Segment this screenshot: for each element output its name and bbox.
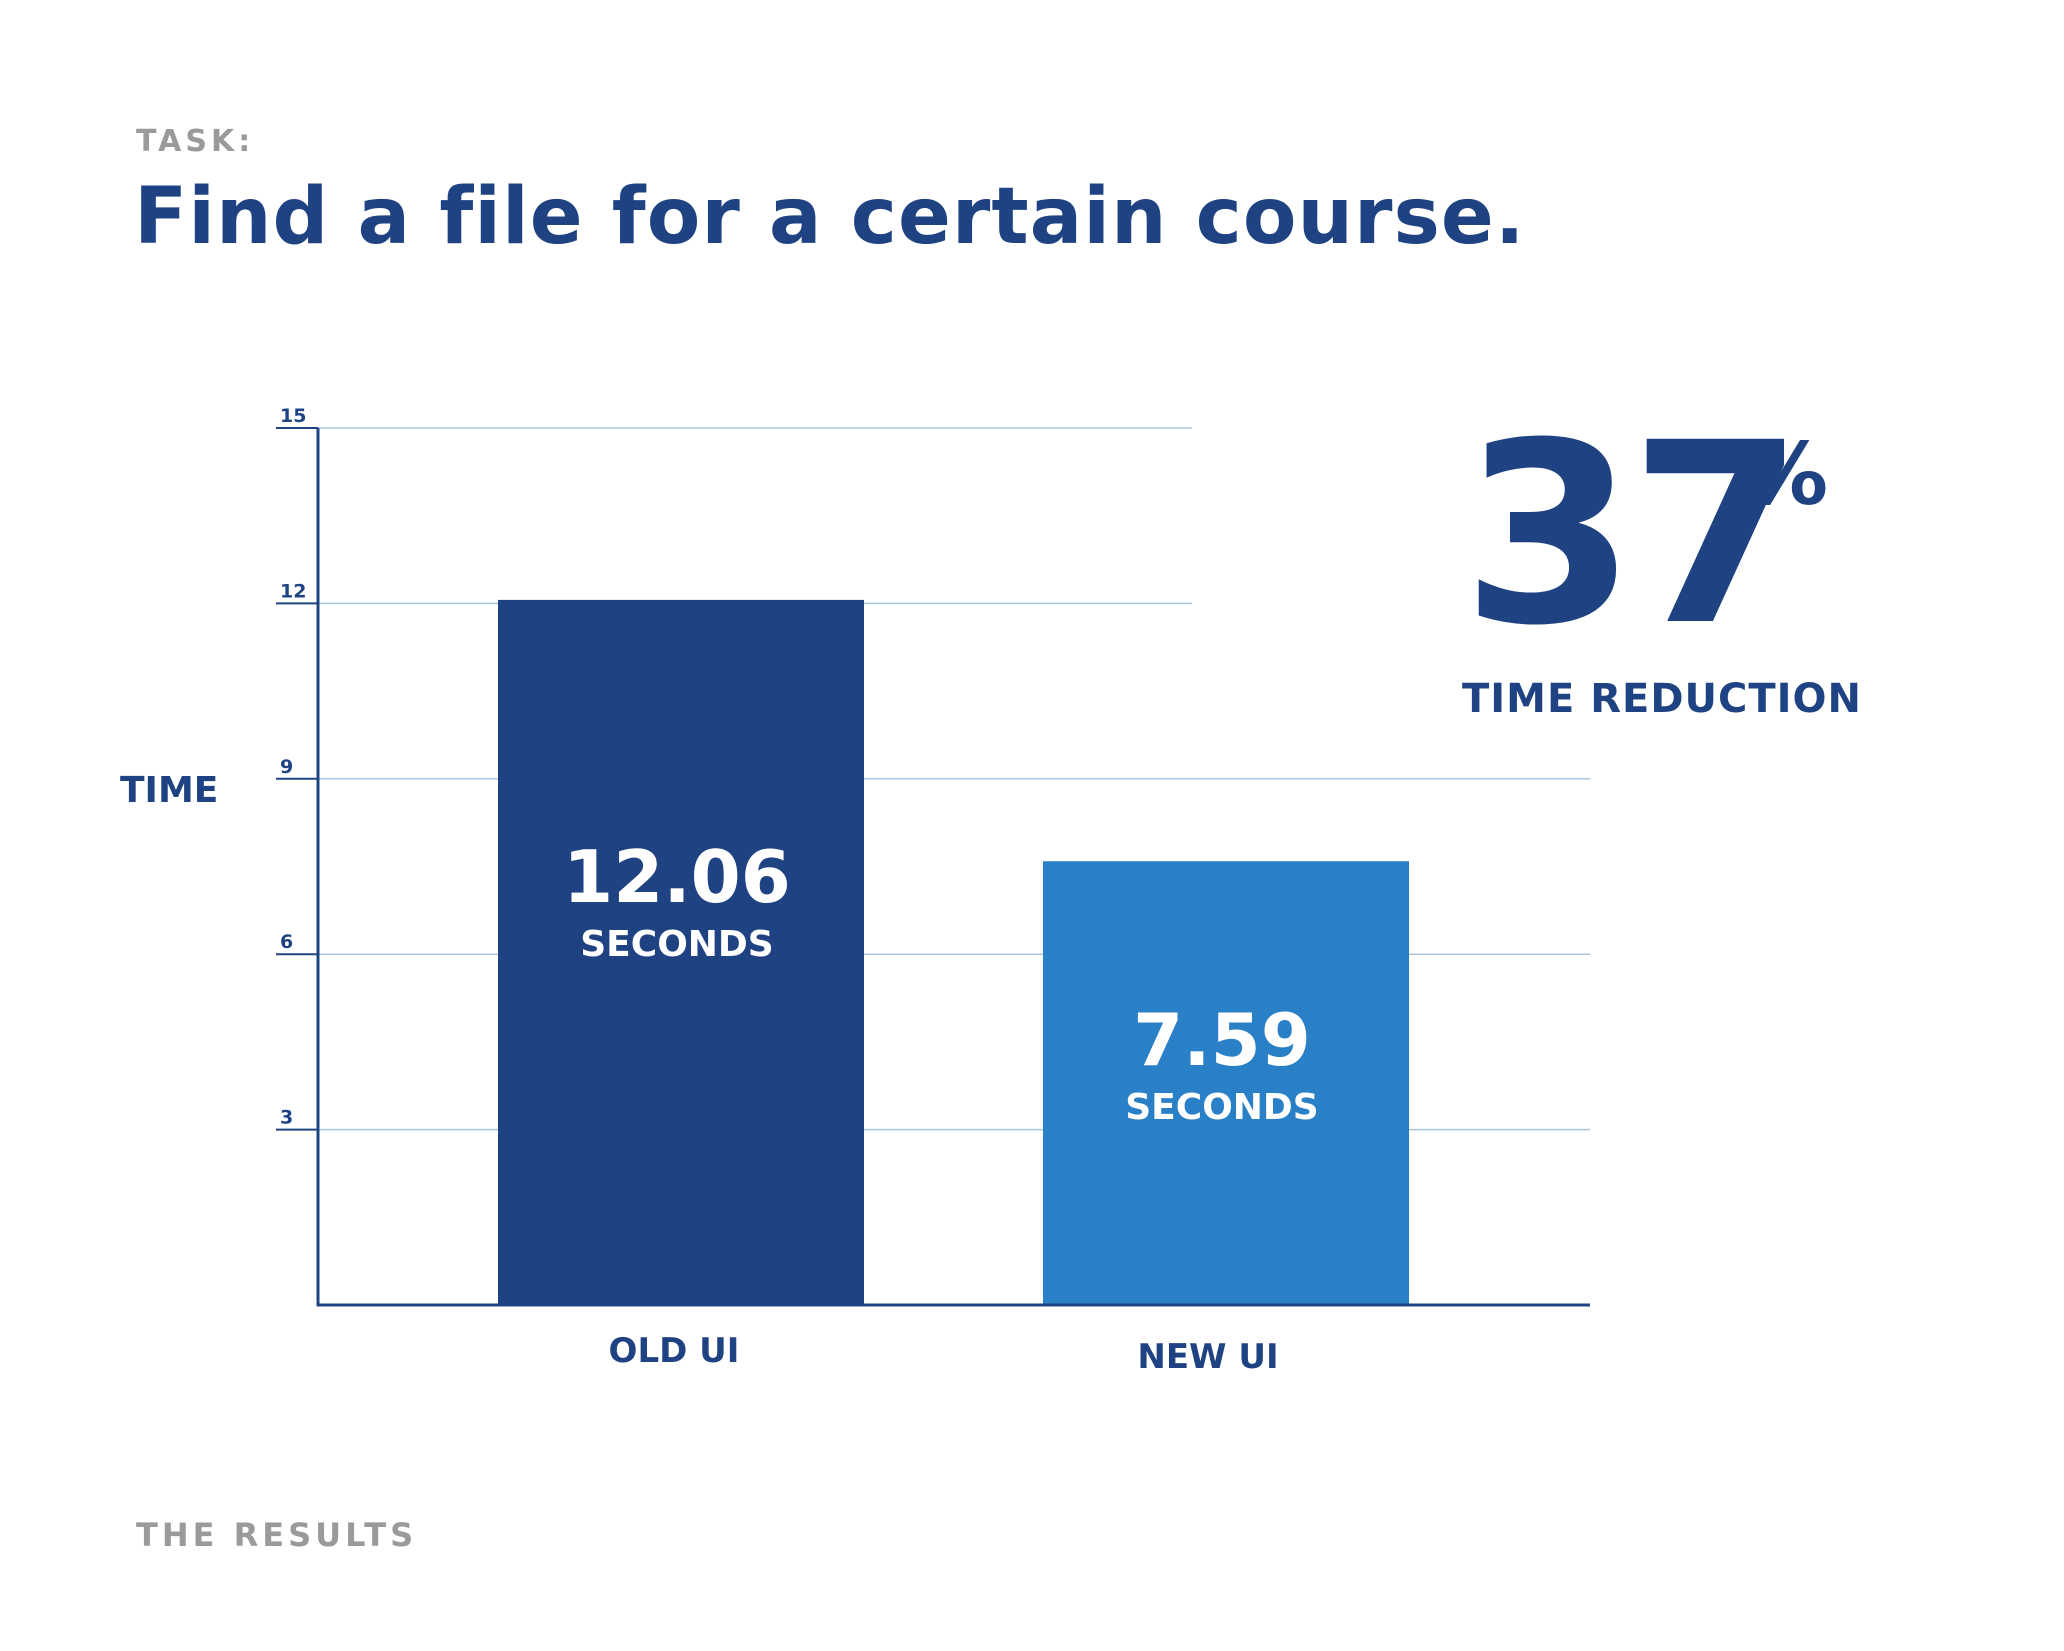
bar-unit-label: SECONDS: [580, 924, 773, 965]
reduction-percent-value: 37: [1462, 389, 1804, 680]
y-tick-label: 3: [280, 1107, 293, 1129]
y-tick-label: 12: [280, 580, 306, 602]
y-tick-label: 9: [280, 756, 293, 778]
x-category-label: OLD UI: [609, 1331, 740, 1371]
x-category-label: NEW UI: [1137, 1337, 1278, 1377]
footer-label: THE RESULTS: [136, 1516, 418, 1554]
bar-old-ui: [498, 599, 864, 1305]
y-tick-label: 6: [280, 931, 293, 953]
y-tick-label: 15: [280, 405, 306, 427]
page-title: Find a file for a certain course.: [134, 172, 1526, 262]
bar-value-label: 12.06: [563, 835, 791, 919]
y-axis-label: TIME: [120, 770, 219, 811]
bar-unit-label: SECONDS: [1125, 1087, 1318, 1128]
task-label: TASK:: [136, 124, 255, 159]
reduction-caption: TIME REDUCTION: [1462, 676, 1863, 722]
bar-value-label: 7.59: [1133, 998, 1311, 1082]
bar-new-ui: [1043, 861, 1409, 1305]
percent-symbol: %: [1742, 425, 1829, 525]
